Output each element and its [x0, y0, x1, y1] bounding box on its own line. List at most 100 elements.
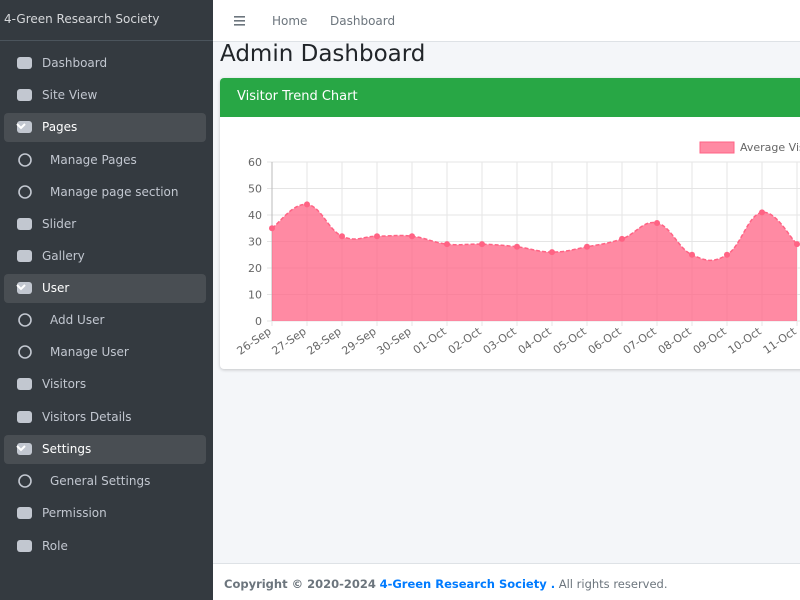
nav-label: Gallery [42, 249, 85, 263]
point [374, 233, 380, 240]
page-title: Admin Dashboard [220, 41, 426, 67]
x-tick-label: 04-Oct [516, 324, 555, 356]
x-tick-label: 02-Oct [446, 324, 485, 356]
nav-item[interactable]: Add User [4, 306, 206, 335]
x-tick-label: 07-Oct [621, 324, 660, 356]
nav-label: Site View [42, 88, 98, 102]
line [271, 203, 798, 262]
nav-label: User [42, 281, 70, 295]
card-header: Visitor Trend Chart [220, 78, 800, 117]
x-tick-label: 30-Sep [375, 325, 414, 358]
footer-text: Copyright © 2020-2024 4-Green Research S… [224, 577, 668, 591]
nav-label: Permission [42, 506, 107, 520]
point [619, 235, 625, 242]
x-tick-label: 03-Oct [481, 324, 520, 356]
point [444, 241, 450, 248]
y-tick-label: 60 [248, 156, 262, 169]
nav-label: Manage User [50, 345, 129, 359]
nav-label: Settings [42, 442, 92, 456]
nav-label: Add User [50, 313, 105, 327]
nav-label: General Settings [50, 474, 151, 488]
nav-label: Dashboard [42, 56, 108, 70]
nav-item[interactable]: General Settings [4, 467, 206, 496]
x-tick-label: 01-Oct [411, 324, 450, 356]
nav-item[interactable]: User [4, 274, 206, 303]
nav-label: Visitors [42, 377, 87, 391]
point [654, 219, 660, 226]
card-title: Visitor Trend Chart [237, 89, 358, 104]
point [584, 243, 590, 250]
point [724, 251, 730, 258]
nav-link[interactable]: Home [272, 14, 308, 28]
y-tick-label: 10 [248, 289, 262, 302]
nav-item[interactable]: Manage User [4, 338, 206, 367]
nav-label: Pages [42, 120, 78, 134]
nav-label: Slider [42, 217, 77, 231]
icon [17, 411, 32, 423]
nav-link[interactable]: Dashboard [330, 14, 396, 28]
nav-item[interactable]: Visitors Details [4, 403, 206, 432]
icon [17, 378, 32, 390]
nav-item[interactable]: Role [4, 532, 206, 561]
y-tick-label: 30 [248, 236, 262, 249]
chevron [17, 250, 24, 260]
brand[interactable]: 4-Green Research Society [4, 12, 160, 26]
area [272, 204, 797, 321]
icon [18, 345, 32, 359]
nav-item[interactable]: Manage page section [4, 178, 206, 207]
icon [18, 185, 32, 199]
point [689, 251, 695, 258]
x-tick-label: 10-Oct [726, 324, 765, 356]
chevron [17, 540, 24, 550]
icon [17, 57, 32, 69]
x-tick-label: 06-Oct [586, 324, 625, 356]
point [759, 209, 765, 216]
divider [0, 40, 213, 41]
x-tick-label: 11-Oct [761, 324, 800, 356]
card: Visitor Trend Chart 0 10 20 30 40 50 60 26-Sep 2… [220, 78, 800, 369]
x-tick-label: 08-Oct [656, 324, 695, 356]
nav-item[interactable]: Permission [4, 499, 206, 528]
nav-label: Manage page section [50, 185, 179, 199]
x-tick-label: 27-Sep [270, 325, 309, 358]
icon [18, 313, 32, 327]
rights: All rights reserved. [558, 577, 668, 591]
icon [17, 443, 32, 455]
chart: 0 10 20 30 40 50 60 26-Sep27-Sep28-Sep29-Sep30-… [235, 141, 800, 358]
nav-item[interactable]: Pages [4, 113, 206, 142]
nav-item[interactable]: Settings [4, 435, 206, 464]
point [514, 243, 520, 250]
nav-label: Role [42, 539, 68, 553]
icon [18, 474, 32, 488]
nav-item[interactable]: Dashboard [4, 49, 206, 78]
chevron [17, 218, 24, 228]
x-tick-label: 29-Sep [340, 325, 379, 358]
point [339, 233, 345, 240]
footer-link[interactable]: 4-Green Research Society . [379, 577, 556, 591]
sidebar: 4-Green Research Society Dashboard Site V… [0, 0, 213, 600]
icon [17, 89, 32, 101]
point [549, 249, 555, 256]
copyright: Copyright © 2020-2024 [224, 577, 376, 591]
legend-label: Average Visitors [740, 141, 800, 154]
nav-item[interactable]: Manage Pages [4, 146, 206, 175]
icon [17, 282, 32, 294]
chevron [16, 284, 26, 291]
x-tick-label: 09-Oct [691, 324, 730, 356]
point [794, 241, 800, 248]
chevron [17, 507, 24, 517]
nav-item[interactable]: Slider [4, 210, 206, 239]
menu-toggle[interactable] [233, 15, 247, 27]
x-tick-label: 05-Oct [551, 324, 590, 356]
nav-item[interactable]: Visitors [4, 370, 206, 399]
nav-item[interactable]: Site View [4, 81, 206, 110]
x-tick-label: 28-Sep [305, 325, 344, 358]
point [479, 241, 485, 248]
icon [17, 121, 32, 133]
icon [18, 153, 32, 167]
point [409, 233, 415, 240]
footer: Copyright © 2020-2024 4-Green Research S… [213, 563, 800, 600]
nav-item[interactable]: Gallery [4, 242, 206, 271]
y-tick-label: 20 [248, 262, 262, 275]
